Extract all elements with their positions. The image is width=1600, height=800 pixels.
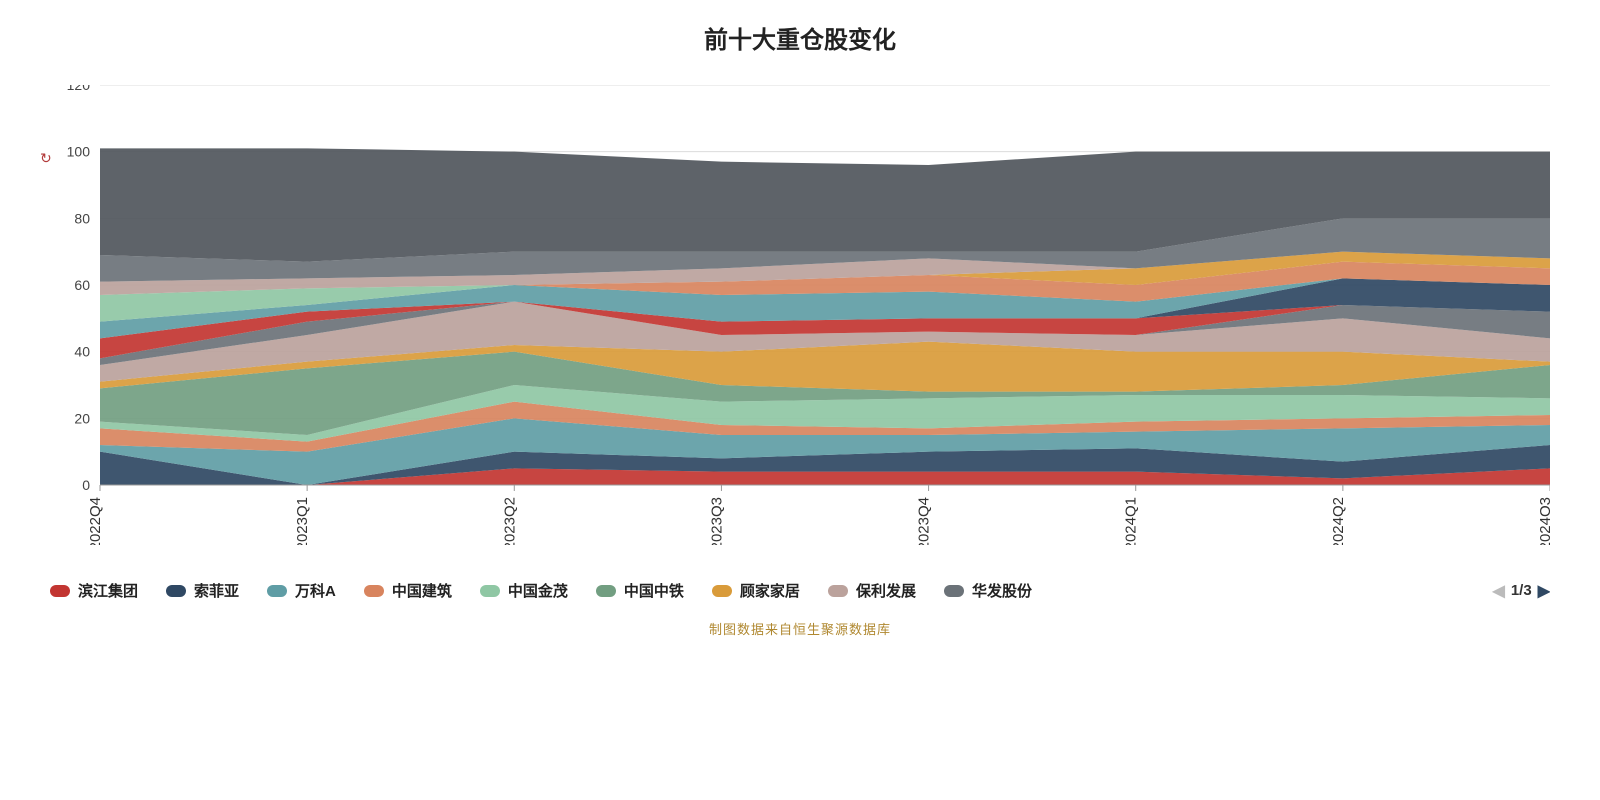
svg-text:2023Q4: 2023Q4	[916, 497, 933, 545]
legend-swatch	[364, 585, 384, 597]
legend-item-顾家家居[interactable]: 顾家家居	[712, 580, 800, 601]
chart-title: 前十大重仓股变化	[0, 0, 1600, 55]
legend-label: 中国中铁	[624, 580, 684, 601]
legend-pager: ◀ 1/3 ▶	[1493, 581, 1550, 601]
svg-text:2024Q1: 2024Q1	[1123, 497, 1140, 545]
svg-text:2024Q2: 2024Q2	[1330, 497, 1347, 545]
legend-swatch	[267, 585, 287, 597]
legend-label: 万科A	[295, 580, 336, 601]
legend-item-中国中铁[interactable]: 中国中铁	[596, 580, 684, 601]
svg-text:40: 40	[74, 344, 90, 360]
legend-swatch	[596, 585, 616, 597]
svg-text:60: 60	[74, 277, 90, 293]
svg-text:0: 0	[82, 477, 90, 493]
legend-item-保利发展[interactable]: 保利发展	[828, 580, 916, 601]
svg-text:2022Q4: 2022Q4	[87, 497, 104, 545]
legend-label: 滨江集团	[78, 580, 138, 601]
svg-text:80: 80	[74, 210, 90, 226]
attribution-text: 制图数据来自恒生聚源数据库	[0, 619, 1600, 638]
chart-area: 0 20 40 60 80 100 120 2022Q4 2023Q1 2023Q2 2023Q3 2…	[50, 85, 1550, 550]
stacked-area-chart: 0 20 40 60 80 100 120 2022Q4 2023Q1 2023Q2 2023Q3 2…	[50, 85, 1550, 545]
pager-next-icon[interactable]: ▶	[1538, 581, 1550, 601]
legend: 滨江集团 索菲亚 万科A 中国建筑 中国金茂 中国中铁 顾家家居 保利发展 华发股份 ◀ 1/3 ▶	[50, 580, 1550, 601]
pager-prev-icon[interactable]: ◀	[1493, 581, 1505, 601]
legend-label: 华发股份	[972, 580, 1032, 601]
legend-item-中国金茂[interactable]: 中国金茂	[480, 580, 568, 601]
legend-swatch	[166, 585, 186, 597]
legend-label: 中国金茂	[508, 580, 568, 601]
legend-label: 顾家家居	[740, 580, 800, 601]
legend-label: 索菲亚	[194, 580, 239, 601]
legend-item-滨江集团[interactable]: 滨江集团	[50, 580, 138, 601]
legend-item-中国建筑[interactable]: 中国建筑	[364, 580, 452, 601]
svg-text:2023Q3: 2023Q3	[708, 497, 725, 545]
legend-item-万科A[interactable]: 万科A	[267, 580, 336, 601]
legend-swatch	[944, 585, 964, 597]
svg-text:2024Q3: 2024Q3	[1537, 497, 1550, 545]
legend-swatch	[712, 585, 732, 597]
legend-label: 保利发展	[856, 580, 916, 601]
svg-text:2023Q1: 2023Q1	[294, 497, 311, 545]
legend-label: 中国建筑	[392, 580, 452, 601]
svg-text:120: 120	[67, 85, 91, 93]
legend-item-索菲亚[interactable]: 索菲亚	[166, 580, 239, 601]
svg-text:2023Q2: 2023Q2	[501, 497, 518, 545]
legend-swatch	[828, 585, 848, 597]
svg-text:100: 100	[67, 144, 91, 160]
legend-item-华发股份[interactable]: 华发股份	[944, 580, 1032, 601]
pager-text: 1/3	[1511, 582, 1532, 599]
svg-text:20: 20	[74, 410, 90, 426]
legend-swatch	[50, 585, 70, 597]
legend-swatch	[480, 585, 500, 597]
